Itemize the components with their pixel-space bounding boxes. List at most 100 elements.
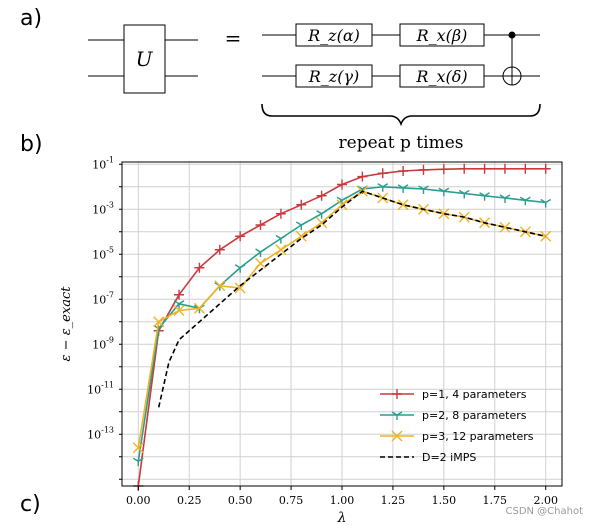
tri-marker bbox=[438, 187, 450, 197]
plus-marker bbox=[520, 163, 531, 174]
tri-marker bbox=[255, 248, 266, 257]
plus-marker bbox=[214, 244, 225, 255]
plus-marker bbox=[194, 262, 205, 273]
plus-marker bbox=[255, 220, 266, 230]
x-marker bbox=[234, 282, 246, 294]
x-tick-label: 1.00 bbox=[330, 494, 355, 507]
plot-grid bbox=[122, 162, 562, 486]
plot-legend: p=1, 4 parameters p=2, 8 parameters p=3, 1… bbox=[380, 388, 534, 464]
unitary-label: U bbox=[136, 47, 154, 71]
y-tick-label: 10-5 bbox=[92, 245, 114, 261]
plus-marker bbox=[438, 164, 449, 175]
tri-marker bbox=[499, 194, 511, 203]
x-marker bbox=[173, 305, 185, 316]
legend-label: p=2, 8 parameters bbox=[422, 409, 527, 422]
series-line bbox=[157, 190, 546, 408]
plus-marker bbox=[540, 163, 551, 174]
x-marker bbox=[214, 280, 226, 292]
y-tick-label: 10-9 bbox=[92, 335, 114, 351]
y-axis-label: ε − ε_exact bbox=[59, 286, 74, 362]
plot-series bbox=[132, 163, 552, 491]
x-marker bbox=[132, 442, 144, 454]
gate-rx-delta bbox=[399, 64, 485, 88]
legend-entry: D=2 iMPS bbox=[380, 451, 476, 464]
plus-marker bbox=[459, 163, 470, 174]
gate-rz-gamma bbox=[295, 64, 373, 88]
circuit-diagram: U = R_z(α) R_x(β) R_z(γ) R_x(δ) repeat p… bbox=[88, 23, 541, 153]
x-marker bbox=[499, 221, 511, 233]
plus-marker bbox=[337, 179, 347, 190]
plot-ticks: 0.00 0.25 0.50 0.75 1.00 1.25 1.50 1.75 2.00 10-1… bbox=[87, 155, 558, 507]
x-tick-label: 0.75 bbox=[279, 494, 304, 507]
tri-marker bbox=[295, 221, 307, 230]
tri-marker bbox=[397, 184, 409, 193]
y-tick-label: 10-7 bbox=[92, 290, 114, 306]
gate-rx-beta-label: R_x(β) bbox=[416, 26, 468, 45]
x-tick-label: 1.25 bbox=[381, 494, 406, 507]
tri-marker bbox=[418, 185, 429, 194]
tri-marker bbox=[234, 264, 246, 273]
tri-marker bbox=[479, 192, 490, 201]
plus-marker bbox=[316, 190, 327, 201]
y-tick-label: 10-3 bbox=[92, 200, 114, 216]
x-marker bbox=[255, 257, 267, 269]
x-marker bbox=[391, 430, 403, 442]
x-marker bbox=[397, 199, 409, 211]
repeat-label: repeat p times bbox=[339, 133, 464, 153]
tri-marker bbox=[519, 196, 531, 206]
plus-marker bbox=[357, 171, 368, 182]
x-marker bbox=[153, 316, 165, 328]
x-tick-label: 0.00 bbox=[126, 494, 151, 507]
x-marker bbox=[193, 302, 205, 314]
equals-sign: = bbox=[225, 26, 242, 50]
gate-rz-alpha-label: R_z(α) bbox=[307, 26, 360, 45]
tri-marker bbox=[173, 300, 185, 309]
x-tick-label: 2.00 bbox=[533, 494, 558, 507]
plus-marker bbox=[479, 163, 490, 174]
series-3 bbox=[132, 185, 552, 454]
tri-marker bbox=[458, 189, 470, 199]
gate-rx-beta bbox=[399, 23, 485, 47]
x-marker bbox=[295, 230, 307, 242]
panel-label-b: b) bbox=[20, 132, 43, 157]
tri-marker bbox=[540, 198, 552, 208]
x-axis-label: λ bbox=[337, 510, 347, 525]
tri-marker bbox=[391, 411, 403, 420]
x-marker bbox=[275, 244, 287, 256]
y-tick-label: 10-13 bbox=[87, 425, 114, 441]
gate-rz-gamma-label: R_z(γ) bbox=[308, 67, 360, 86]
tri-marker bbox=[377, 183, 389, 192]
x-tick-label: 1.75 bbox=[483, 494, 508, 507]
plus-marker bbox=[418, 164, 429, 175]
x-tick-label: 1.50 bbox=[432, 494, 457, 507]
plus-marker bbox=[296, 199, 307, 210]
y-tick-label: 10-1 bbox=[92, 155, 114, 171]
plus-marker bbox=[499, 163, 510, 174]
legend-label: D=2 iMPS bbox=[422, 451, 476, 464]
gate-rz-alpha bbox=[295, 23, 373, 47]
panel-label-c: c) bbox=[20, 492, 41, 517]
legend-label: p=1, 4 parameters bbox=[422, 388, 527, 401]
plus-marker bbox=[235, 231, 246, 242]
x-tick-label: 0.50 bbox=[228, 494, 253, 507]
x-marker bbox=[438, 208, 450, 220]
plus-marker bbox=[275, 208, 286, 219]
panel-label-a: a) bbox=[20, 6, 43, 31]
tri-marker bbox=[132, 457, 144, 467]
tri-marker bbox=[316, 210, 327, 219]
plus-marker bbox=[398, 166, 409, 176]
tri-marker bbox=[275, 234, 287, 244]
unitary-box bbox=[123, 24, 166, 94]
plus-marker bbox=[392, 389, 402, 399]
gate-rx-delta-label: R_x(δ) bbox=[415, 67, 467, 86]
series-4 bbox=[157, 190, 546, 408]
x-tick-label: 0.25 bbox=[177, 494, 202, 507]
repeat-brace bbox=[261, 103, 541, 127]
x-marker bbox=[336, 199, 348, 211]
legend-entry: p=1, 4 parameters bbox=[380, 388, 527, 401]
legend-entry: p=3, 12 parameters bbox=[380, 430, 534, 443]
watermark: CSDN @Chahot bbox=[505, 506, 583, 517]
x-marker bbox=[316, 217, 328, 229]
plus-marker bbox=[377, 168, 388, 179]
